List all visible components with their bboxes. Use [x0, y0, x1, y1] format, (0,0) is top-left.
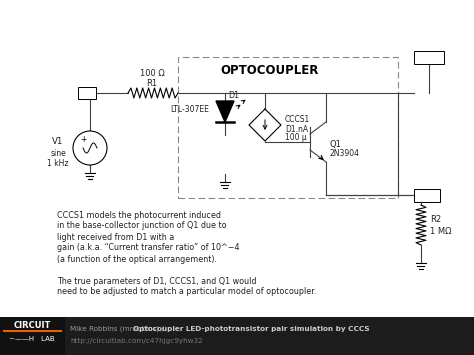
Text: 1 kHz: 1 kHz: [47, 159, 69, 169]
Text: Mike Robbins (mrobbins) /: Mike Robbins (mrobbins) /: [70, 326, 166, 332]
Text: 1 MΩ: 1 MΩ: [430, 226, 452, 235]
Text: +: +: [80, 135, 86, 143]
Text: LTL-307EE: LTL-307EE: [170, 104, 209, 114]
Bar: [0, 317, 65, 355]
Text: OPTOCOUPLER: OPTOCOUPLER: [221, 64, 319, 76]
Text: 100 Ω: 100 Ω: [140, 70, 164, 78]
Text: D1: D1: [228, 92, 239, 100]
Text: CCCS1: CCCS1: [285, 115, 310, 124]
Text: R1: R1: [146, 78, 157, 87]
Bar: [78, 87, 96, 99]
Polygon shape: [249, 109, 281, 141]
Text: out: out: [420, 191, 434, 200]
Text: gain (a.k.a. “Current transfer ratio” of 10^−4: gain (a.k.a. “Current transfer ratio” of…: [57, 244, 239, 252]
Bar: [414, 51, 444, 64]
Circle shape: [73, 131, 107, 165]
Text: CCCS1 models the photocurrent induced: CCCS1 models the photocurrent induced: [57, 211, 221, 219]
Text: need to be adjusted to match a particular model of optocoupler.: need to be adjusted to match a particula…: [57, 288, 316, 296]
Text: sine: sine: [50, 149, 66, 158]
Text: CIRCUIT: CIRCUIT: [13, 322, 51, 331]
Text: http://circuitlab.com/c47hjgc9yhw32: http://circuitlab.com/c47hjgc9yhw32: [70, 338, 203, 344]
Text: 2N3904: 2N3904: [330, 149, 360, 158]
Text: R2: R2: [430, 215, 441, 224]
Text: in the base-collector junction of Q1 due to: in the base-collector junction of Q1 due…: [57, 222, 227, 230]
Text: Q1: Q1: [330, 140, 342, 148]
Bar: [414, 189, 440, 202]
Polygon shape: [216, 101, 234, 122]
Bar: [0, 317, 474, 355]
Bar: [178, 57, 398, 198]
Text: Optocoupler LED-phototransistor pair simulation by CCCS: Optocoupler LED-phototransistor pair sim…: [133, 326, 370, 332]
Text: 100 μ: 100 μ: [285, 133, 307, 142]
Text: (a function of the optical arrangement).: (a function of the optical arrangement).: [57, 255, 217, 263]
Text: The true parameters of D1, CCCS1, and Q1 would: The true parameters of D1, CCCS1, and Q1…: [57, 277, 256, 285]
Text: ~——H LAB: ~——H LAB: [9, 336, 55, 342]
Text: V1: V1: [52, 137, 64, 147]
Text: D1.nA: D1.nA: [285, 125, 308, 133]
Text: in: in: [83, 88, 91, 98]
Text: +5V: +5V: [420, 53, 438, 61]
Text: light received from D1 with a: light received from D1 with a: [57, 233, 174, 241]
